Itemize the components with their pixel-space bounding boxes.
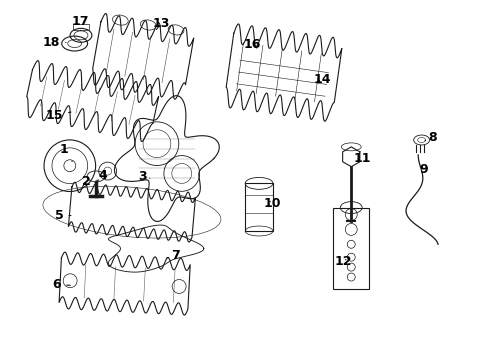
Text: 1: 1 [60, 143, 72, 162]
Text: 16: 16 [243, 39, 261, 51]
Bar [333, 208, 368, 289]
Text: 7: 7 [166, 248, 180, 261]
Text: 2: 2 [82, 175, 99, 188]
Text: 5: 5 [55, 208, 71, 221]
Text: 13: 13 [152, 17, 169, 30]
Text: 11: 11 [352, 152, 370, 165]
Text: 14: 14 [313, 73, 330, 86]
Text: 3: 3 [138, 170, 150, 183]
Text: 17: 17 [72, 14, 89, 31]
Text: 6: 6 [52, 278, 70, 291]
Text: 15: 15 [45, 109, 71, 122]
Text: 4: 4 [98, 169, 107, 182]
Text: 12: 12 [334, 255, 351, 268]
Bar [244, 183, 272, 231]
Text: 18: 18 [42, 36, 66, 49]
Bar [73, 24, 89, 30]
Text: 9: 9 [419, 163, 427, 176]
Text: 10: 10 [264, 197, 281, 210]
Text: 8: 8 [424, 131, 436, 144]
